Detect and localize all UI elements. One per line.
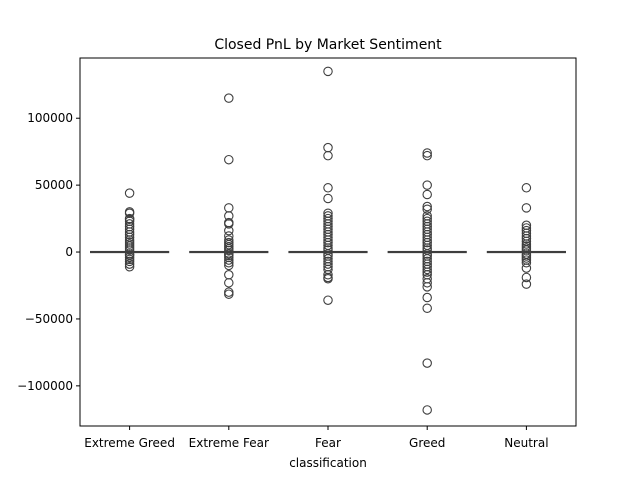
y-tick-label: −50000	[25, 312, 73, 326]
outlier-point	[224, 287, 234, 297]
outlier-point	[224, 257, 234, 268]
outlier-point	[323, 270, 333, 280]
chart-title: Closed PnL by Market Sentiment	[214, 37, 442, 53]
outlier-point	[224, 225, 234, 236]
y-tick-label: −100000	[17, 379, 73, 393]
outlier-point	[521, 183, 532, 193]
outlier-point	[422, 303, 432, 313]
box-group	[89, 188, 170, 272]
y-tick-label: 100000	[27, 111, 73, 125]
outlier-point	[422, 237, 432, 248]
outlier-point	[422, 267, 432, 277]
outlier-point	[521, 279, 532, 289]
x-tick-label: Extreme Greed	[84, 436, 175, 450]
outlier-point	[224, 93, 234, 103]
outlier-point	[422, 201, 432, 212]
outlier-point	[323, 295, 333, 305]
outlier-point	[422, 358, 432, 368]
outlier-point	[422, 150, 432, 161]
outlier-point	[224, 203, 234, 213]
outlier-point	[422, 282, 432, 292]
outlier-point	[521, 257, 532, 268]
outlier-point	[323, 193, 333, 204]
outlier-point	[224, 154, 234, 165]
box-group	[387, 148, 467, 415]
outlier-point	[224, 245, 234, 256]
box-group	[189, 93, 269, 299]
outlier-point	[323, 237, 333, 248]
outlier-point	[224, 219, 234, 229]
x-axis: Extreme Greed Extreme Fear Fear Greed Neutra…	[84, 426, 549, 450]
y-tick-label: 0	[65, 245, 73, 259]
outlier-point	[323, 183, 333, 193]
plot-layer	[89, 66, 566, 415]
outlier-point	[124, 245, 135, 255]
x-tick-label: Fear	[315, 436, 341, 450]
outlier-point	[422, 180, 432, 190]
x-tick-label: Extreme Fear	[189, 436, 269, 450]
outlier-point	[224, 278, 234, 288]
y-axis: −100000 −50000 0 50000 100000	[17, 111, 80, 393]
outlier-point	[124, 229, 135, 240]
outlier-point	[422, 278, 432, 288]
outlier-point	[422, 204, 432, 214]
outlier-point	[323, 150, 333, 161]
outlier-point	[124, 188, 135, 198]
outlier-point	[521, 272, 532, 283]
outlier-point	[224, 270, 234, 280]
outlier-point	[422, 189, 432, 200]
outlier-point	[224, 260, 234, 271]
outlier-point	[323, 142, 333, 153]
box-group	[288, 66, 368, 305]
box-group	[486, 183, 566, 289]
outlier-point	[124, 262, 135, 272]
outlier-point	[422, 148, 432, 158]
outlier-point	[323, 259, 333, 269]
outlier-point	[124, 259, 135, 269]
y-tick-label: 50000	[35, 178, 73, 192]
outlier-point	[224, 255, 234, 265]
x-tick-label: Neutral	[504, 436, 548, 450]
outlier-point	[224, 289, 234, 299]
outlier-point	[521, 263, 532, 273]
outlier-point	[323, 66, 333, 77]
outlier-point	[422, 405, 432, 415]
outlier-point	[422, 264, 432, 275]
outlier-point	[422, 292, 432, 303]
outlier-point	[521, 203, 532, 213]
outlier-point	[521, 233, 532, 244]
outlier-point	[323, 274, 333, 284]
x-tick-label: Greed	[409, 436, 445, 450]
x-axis-label: classification	[289, 456, 367, 470]
outlier-point	[124, 256, 135, 267]
